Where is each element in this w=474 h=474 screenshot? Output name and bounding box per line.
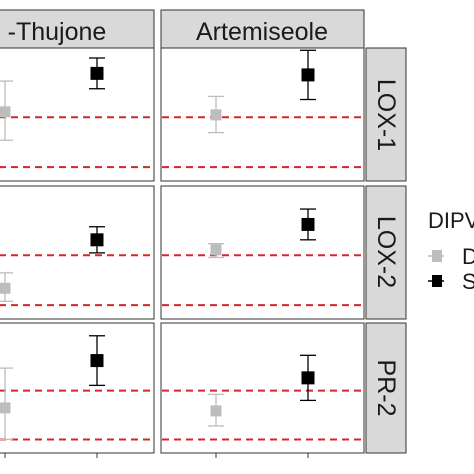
column-strip-1: -Thujone <box>0 9 155 49</box>
panel-lox1-col1 <box>0 47 155 182</box>
column-strip-label-2: Artemiseole <box>196 18 328 46</box>
row-strip-label-2: LOX-2 <box>372 216 400 288</box>
legend-label-d: D <box>462 244 474 269</box>
column-strip-2: Artemiseole <box>160 9 365 49</box>
data-point-s <box>90 354 104 368</box>
data-point-d <box>210 405 222 417</box>
data-point-s <box>301 371 315 385</box>
data-point-s <box>301 217 315 231</box>
panel-lox1-col2 <box>160 47 365 182</box>
data-point-d <box>0 282 11 294</box>
chart-marks <box>0 49 363 441</box>
data-point-d <box>0 402 11 414</box>
legend: DIPV D S <box>428 208 474 294</box>
data-point-s <box>301 68 315 82</box>
data-point-d <box>210 244 222 256</box>
row-strip-2: LOX-2 <box>365 185 407 320</box>
panel-pr2-col1 <box>0 322 155 454</box>
row-strip-label-3: PR-2 <box>372 360 400 417</box>
legend-title: DIPV <box>428 208 474 233</box>
data-point-s <box>90 233 104 247</box>
legend-key-s <box>432 275 442 287</box>
panel-pr2-col2 <box>160 322 365 454</box>
row-strip-3: PR-2 <box>365 322 407 454</box>
legend-key-d <box>432 250 442 262</box>
legend-label-s: S <box>462 269 474 294</box>
column-strip-label-1: -Thujone <box>8 18 107 46</box>
row-strip-label-1: LOX-1 <box>372 79 400 151</box>
data-point-s <box>90 66 104 80</box>
data-point-d <box>210 109 222 121</box>
panel-lox2-col1 <box>0 185 155 320</box>
row-strip-1: LOX-1 <box>365 47 407 182</box>
data-point-d <box>0 106 11 118</box>
panel-lox2-col2 <box>160 185 365 320</box>
